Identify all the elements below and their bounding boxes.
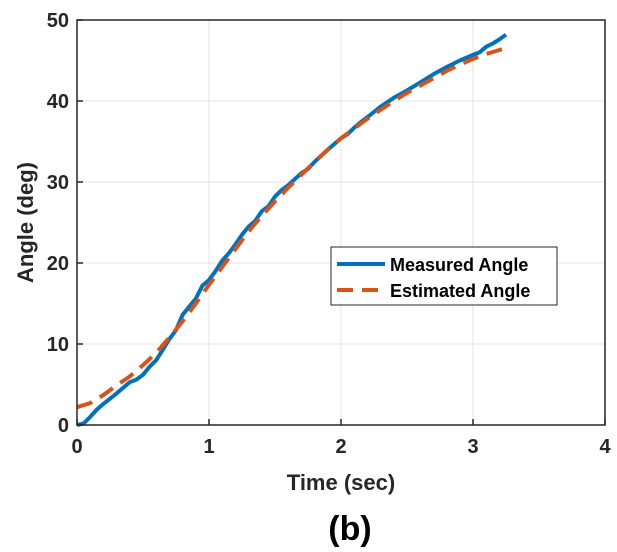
figure-caption: (b) — [328, 510, 371, 548]
series-line-estimated-angle — [76, 46, 507, 410]
legend: Measured Angle Estimated Angle — [330, 246, 558, 306]
y-tick-label: 50 — [47, 10, 69, 32]
x-tick-label: 2 — [335, 436, 346, 458]
y-axis-label: Angle (deg) — [13, 162, 38, 283]
series-line-measured-angle — [76, 32, 508, 427]
y-tick-label: 40 — [47, 91, 69, 113]
x-tick-label: 1 — [203, 436, 214, 458]
y-tick-label: 20 — [47, 253, 69, 275]
y-tick-label: 10 — [47, 334, 69, 356]
legend-label-estimated-angle: Estimated Angle — [390, 281, 530, 301]
series-group — [76, 32, 508, 427]
x-tick-label: 4 — [599, 436, 611, 458]
legend-box — [330, 246, 558, 306]
y-tick-label: 30 — [47, 172, 69, 194]
grid-lines — [76, 19, 606, 426]
x-tick-label: 3 — [467, 436, 478, 458]
x-axis-label: Time (sec) — [287, 470, 395, 495]
legend-label-measured-angle: Measured Angle — [390, 255, 528, 275]
y-tick-label: 0 — [58, 415, 69, 437]
x-tick-label: 0 — [71, 436, 82, 458]
